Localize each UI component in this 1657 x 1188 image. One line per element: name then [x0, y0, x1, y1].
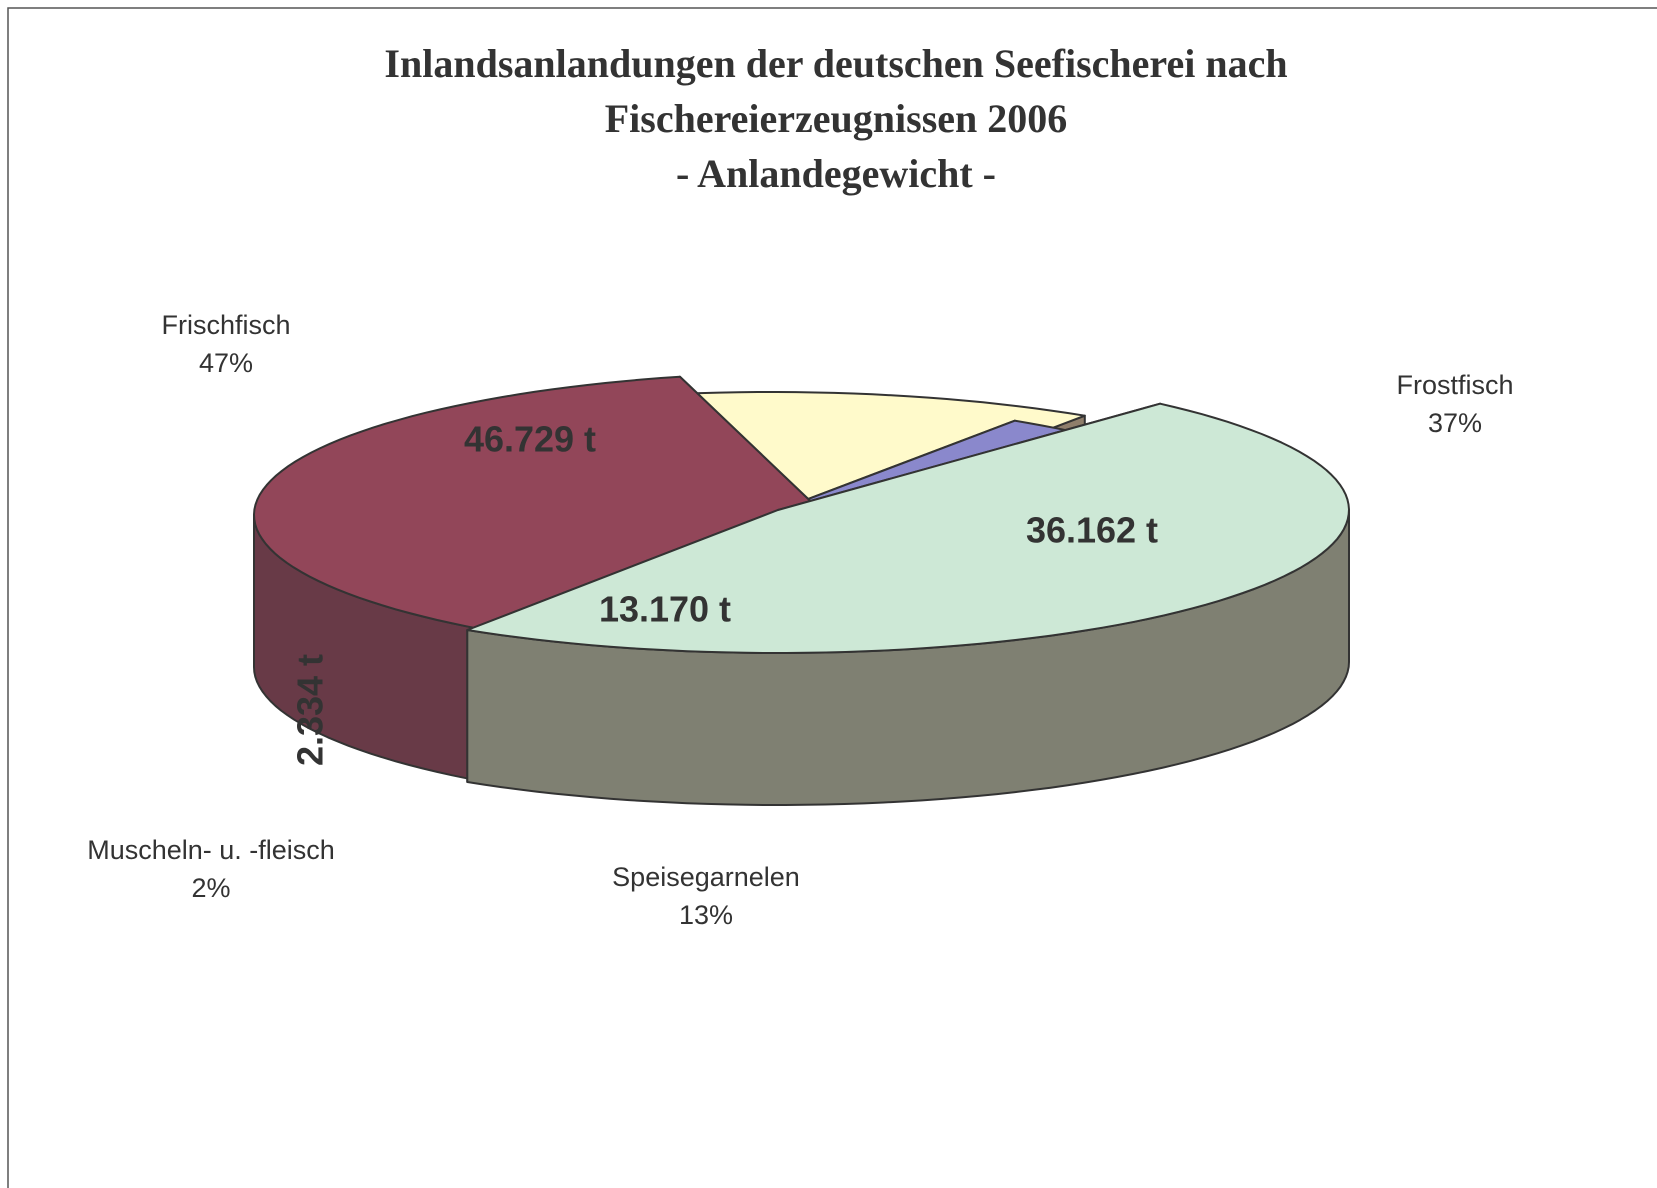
category-label: Frostfisch [1396, 370, 1513, 400]
chart-title-line: Fischereierzeugnissen 2006 [605, 96, 1068, 141]
slice [253, 375, 826, 636]
chart-subtitle: - Anlandegewicht - [676, 151, 996, 196]
value-label: 46.729 t [464, 419, 596, 460]
value-label: 36.162 t [1026, 510, 1158, 551]
category-label: Frischfisch [161, 310, 290, 340]
category-label: Speisegarnelen [612, 862, 800, 892]
value-label: 13.170 t [599, 589, 731, 630]
percentage-label: 2% [191, 873, 230, 903]
percentage-label: 37% [1428, 408, 1482, 438]
percentage-label: 13% [679, 900, 733, 930]
value-label: 2.334 t [290, 654, 331, 766]
chart-title-line: Inlandsanlandungen der deutschen Seefisc… [384, 41, 1287, 86]
category-label: Muscheln- u. -fleisch [87, 835, 335, 865]
percentage-label: 47% [199, 348, 253, 378]
slice [466, 402, 1350, 654]
